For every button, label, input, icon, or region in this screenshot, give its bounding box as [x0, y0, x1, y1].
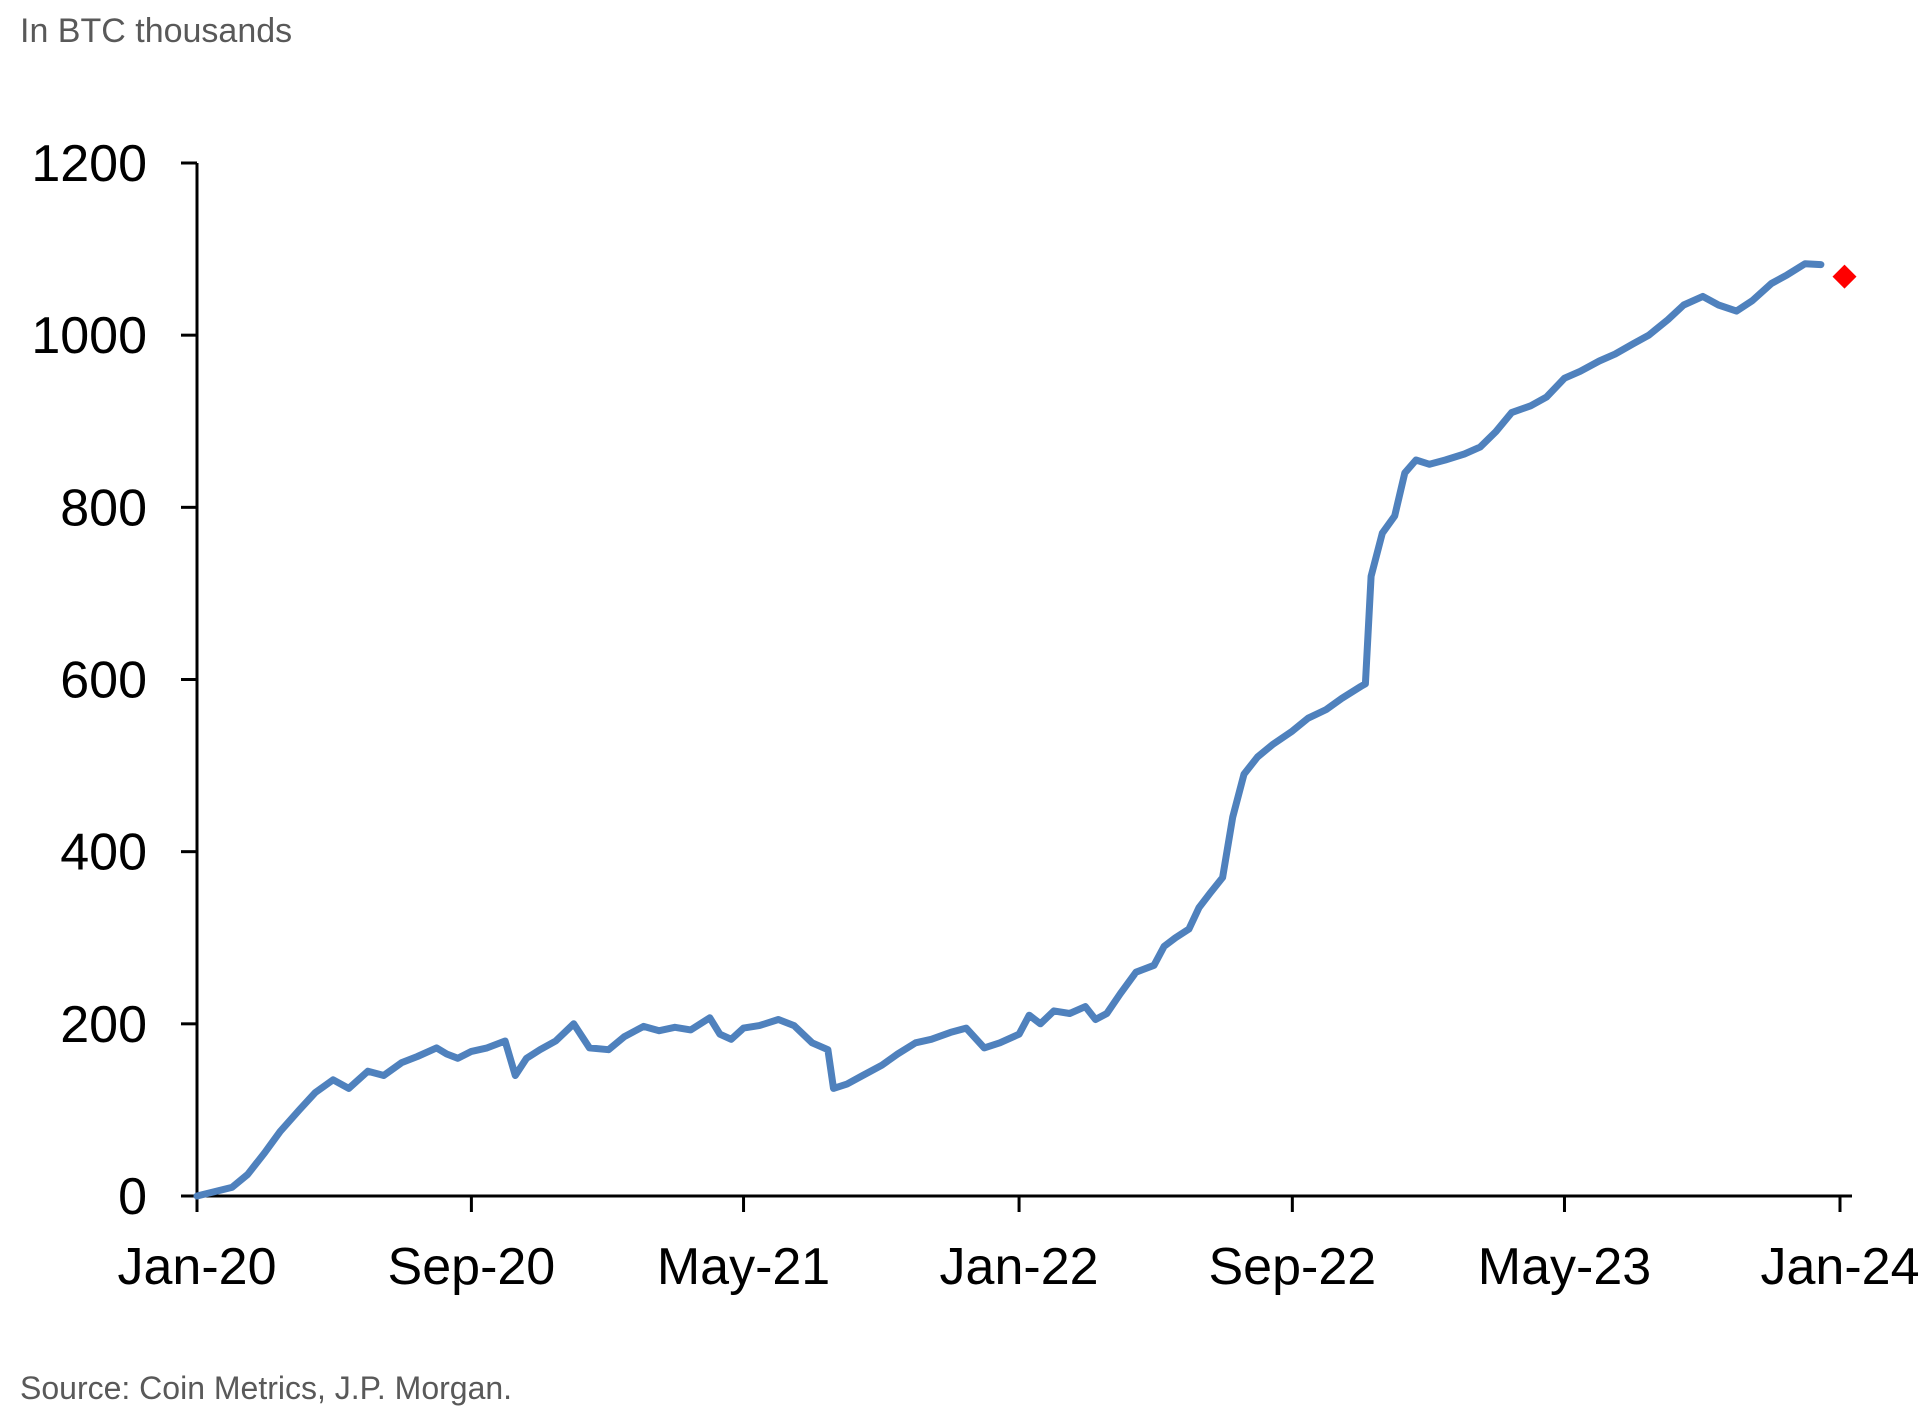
- x-tick-label: Sep-22: [1208, 1238, 1376, 1296]
- x-axis: Jan-20 Sep-20 May-21 Jan-22 Sep-22 May-23 Jan-…: [118, 1194, 1920, 1296]
- x-tick-label: Jan-20: [118, 1238, 277, 1296]
- source-note: Source: Coin Metrics, J.P. Morgan.: [20, 1370, 513, 1406]
- series-line: [193, 260, 1825, 1200]
- marker-group: [1832, 264, 1857, 289]
- latest-value-marker: [1832, 264, 1857, 289]
- unit-label: In BTC thousands: [20, 12, 293, 50]
- y-tick-label: 1000: [31, 307, 147, 365]
- y-tick-label: 200: [60, 996, 147, 1054]
- y-tick-label: 1200: [31, 135, 147, 193]
- y-axis: 0 200 400 600 800 1000 1200: [31, 135, 199, 1226]
- x-tick-label: May-21: [657, 1238, 830, 1296]
- y-tick-label: 800: [60, 479, 147, 537]
- x-tick-label: Jan-22: [940, 1238, 1099, 1296]
- y-tick-label: 600: [60, 652, 147, 710]
- y-tick-label: 0: [118, 1168, 147, 1226]
- x-tick-label: Sep-20: [388, 1238, 556, 1296]
- series-group: [193, 260, 1825, 1200]
- x-tick-label: May-23: [1478, 1238, 1651, 1296]
- y-tick-label: 400: [60, 824, 147, 882]
- x-tick-label: Jan-24: [1761, 1238, 1920, 1296]
